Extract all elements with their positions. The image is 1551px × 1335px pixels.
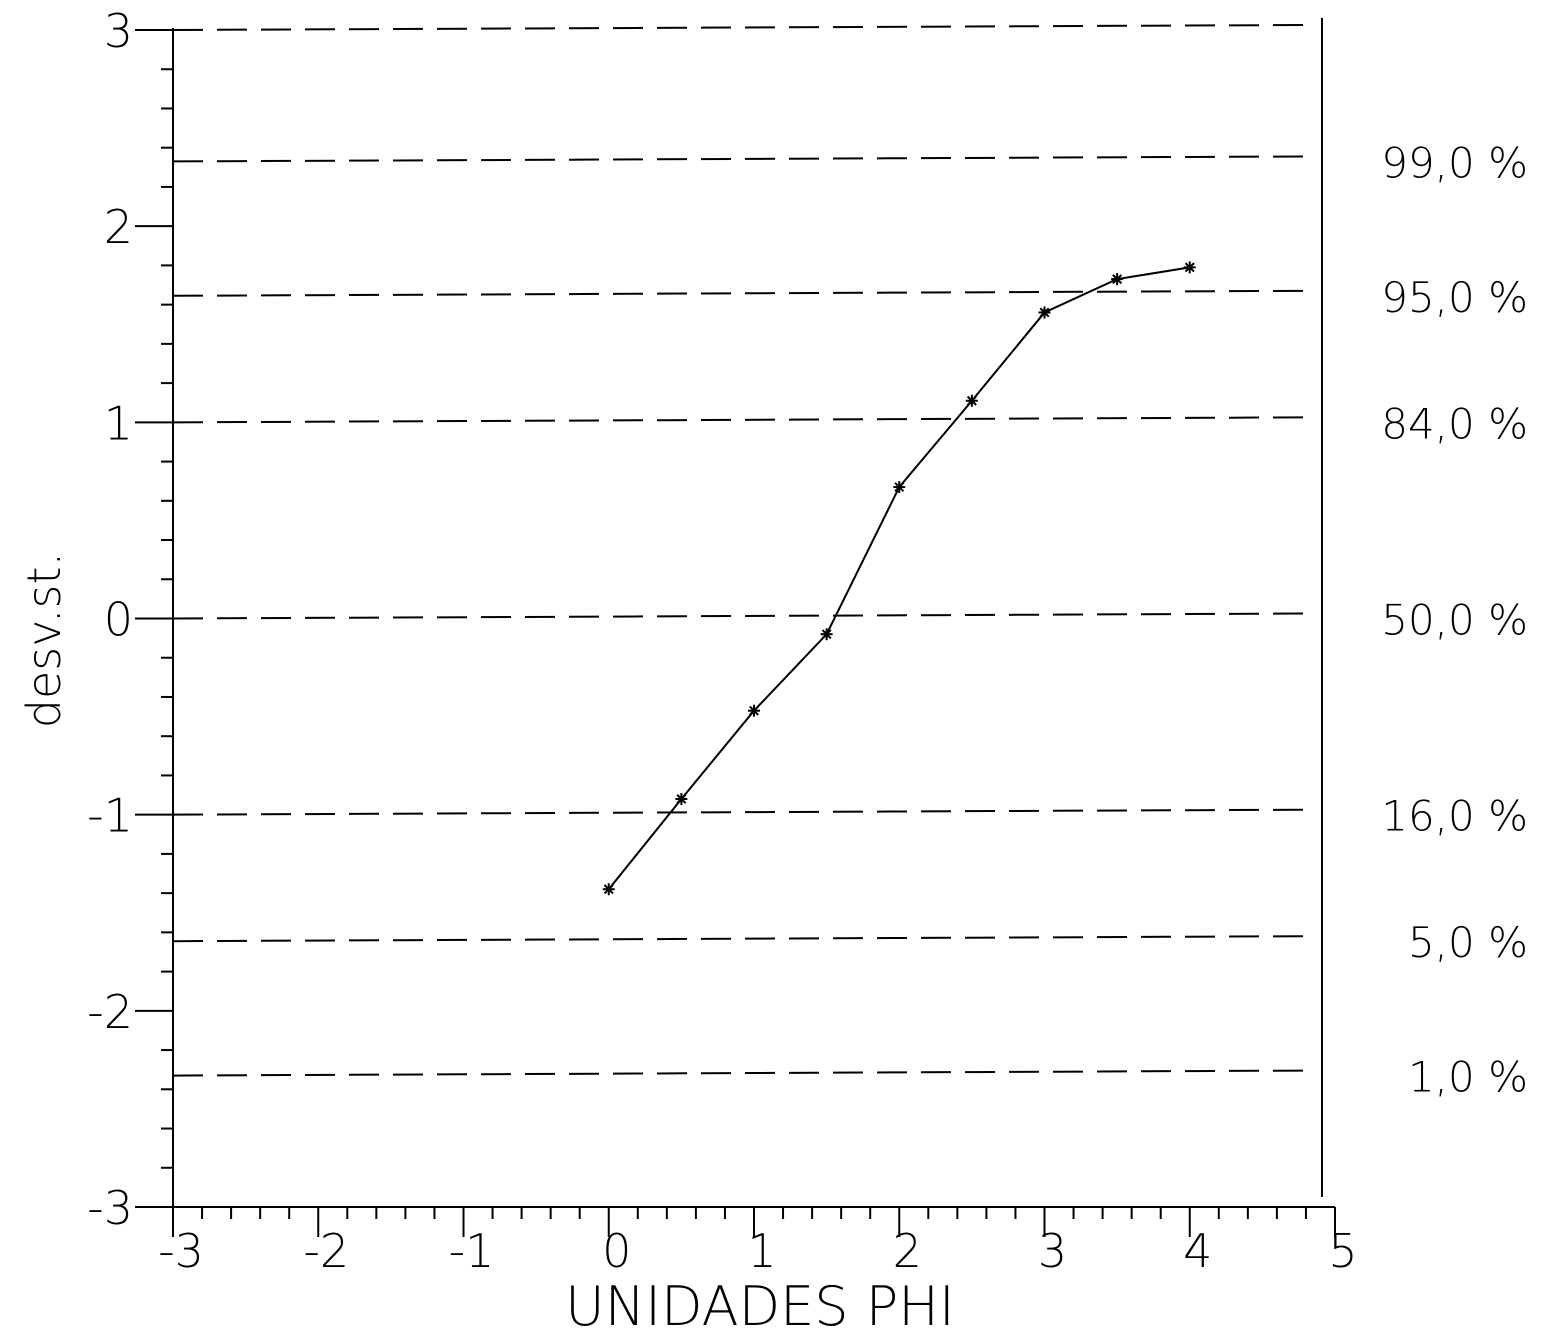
percentile-label: 1,0 % — [1408, 1053, 1528, 1102]
percentile-label: 16,0 % — [1381, 792, 1528, 841]
percentile-label: 95,0 % — [1381, 273, 1528, 322]
asterisk-marker-stroke — [1039, 307, 1050, 318]
x-tick-label: 4 — [1183, 1224, 1212, 1278]
y-tick-label: -3 — [87, 1181, 133, 1235]
data-series — [602, 261, 1196, 896]
data-point — [965, 394, 978, 407]
x-tick-label: 3 — [1038, 1224, 1067, 1278]
series-line — [607, 266, 1190, 890]
data-point — [893, 481, 906, 494]
x-tick-label: 1 — [747, 1224, 776, 1278]
x-tick-label: -1 — [449, 1224, 495, 1278]
percentile-labels: 99,0 % 95,0 % 84,0 % 50,0 % 16,0 % 5,0 % 1,0 % — [1381, 138, 1528, 1101]
reference-line — [172, 24, 1311, 31]
y-axis-label: desv.st. — [17, 552, 71, 728]
reference-line — [172, 612, 1311, 620]
percentile-label: 5,0 % — [1408, 918, 1528, 967]
reference-line — [172, 155, 1311, 163]
asterisk-marker-stroke — [603, 884, 614, 895]
y-tick-label: 3 — [104, 4, 133, 58]
x-tick-label: 0 — [602, 1224, 631, 1278]
reference-line — [172, 1069, 1311, 1077]
reference-line — [172, 289, 1311, 297]
reference-line — [172, 935, 1311, 943]
asterisk-marker-stroke — [749, 705, 759, 716]
y-tick-label: -2 — [87, 985, 133, 1039]
percentile-label: 84,0 % — [1381, 399, 1528, 448]
x-tick-label: 2 — [893, 1224, 922, 1278]
data-point — [602, 883, 615, 896]
asterisk-marker-stroke — [1184, 262, 1195, 273]
reference-lines — [172, 24, 1311, 1077]
data-point — [1183, 261, 1196, 274]
data-point — [1111, 273, 1124, 286]
x-axis-label: UNIDADES PHI — [565, 1275, 955, 1335]
y-tick-label: 1 — [104, 396, 133, 450]
x-tick-label: -3 — [158, 1224, 204, 1278]
asterisk-marker-stroke — [1112, 274, 1123, 285]
reference-line — [172, 808, 1311, 816]
percentile-label: 50,0 % — [1381, 596, 1528, 645]
asterisk-marker-stroke — [676, 794, 687, 804]
data-point — [1038, 306, 1051, 319]
data-point — [820, 628, 833, 641]
x-tick-label: -2 — [303, 1224, 349, 1278]
reference-line — [172, 416, 1311, 424]
asterisk-marker-stroke — [966, 395, 977, 406]
axes: 3 2 1 0 -1 -2 -3 -3 -2 -1 0 1 2 3 4 5 — [87, 4, 1358, 1278]
asterisk-marker-stroke — [821, 629, 832, 640]
data-point — [748, 704, 760, 717]
y-tick-label: -1 — [87, 789, 133, 843]
y-tick-label: 0 — [104, 593, 133, 647]
asterisk-marker-stroke — [894, 482, 905, 493]
x-tick-label: 5 — [1328, 1224, 1357, 1278]
percentile-label: 99,0 % — [1381, 138, 1528, 187]
y-tick-label: 2 — [104, 200, 133, 254]
data-point — [675, 792, 688, 805]
